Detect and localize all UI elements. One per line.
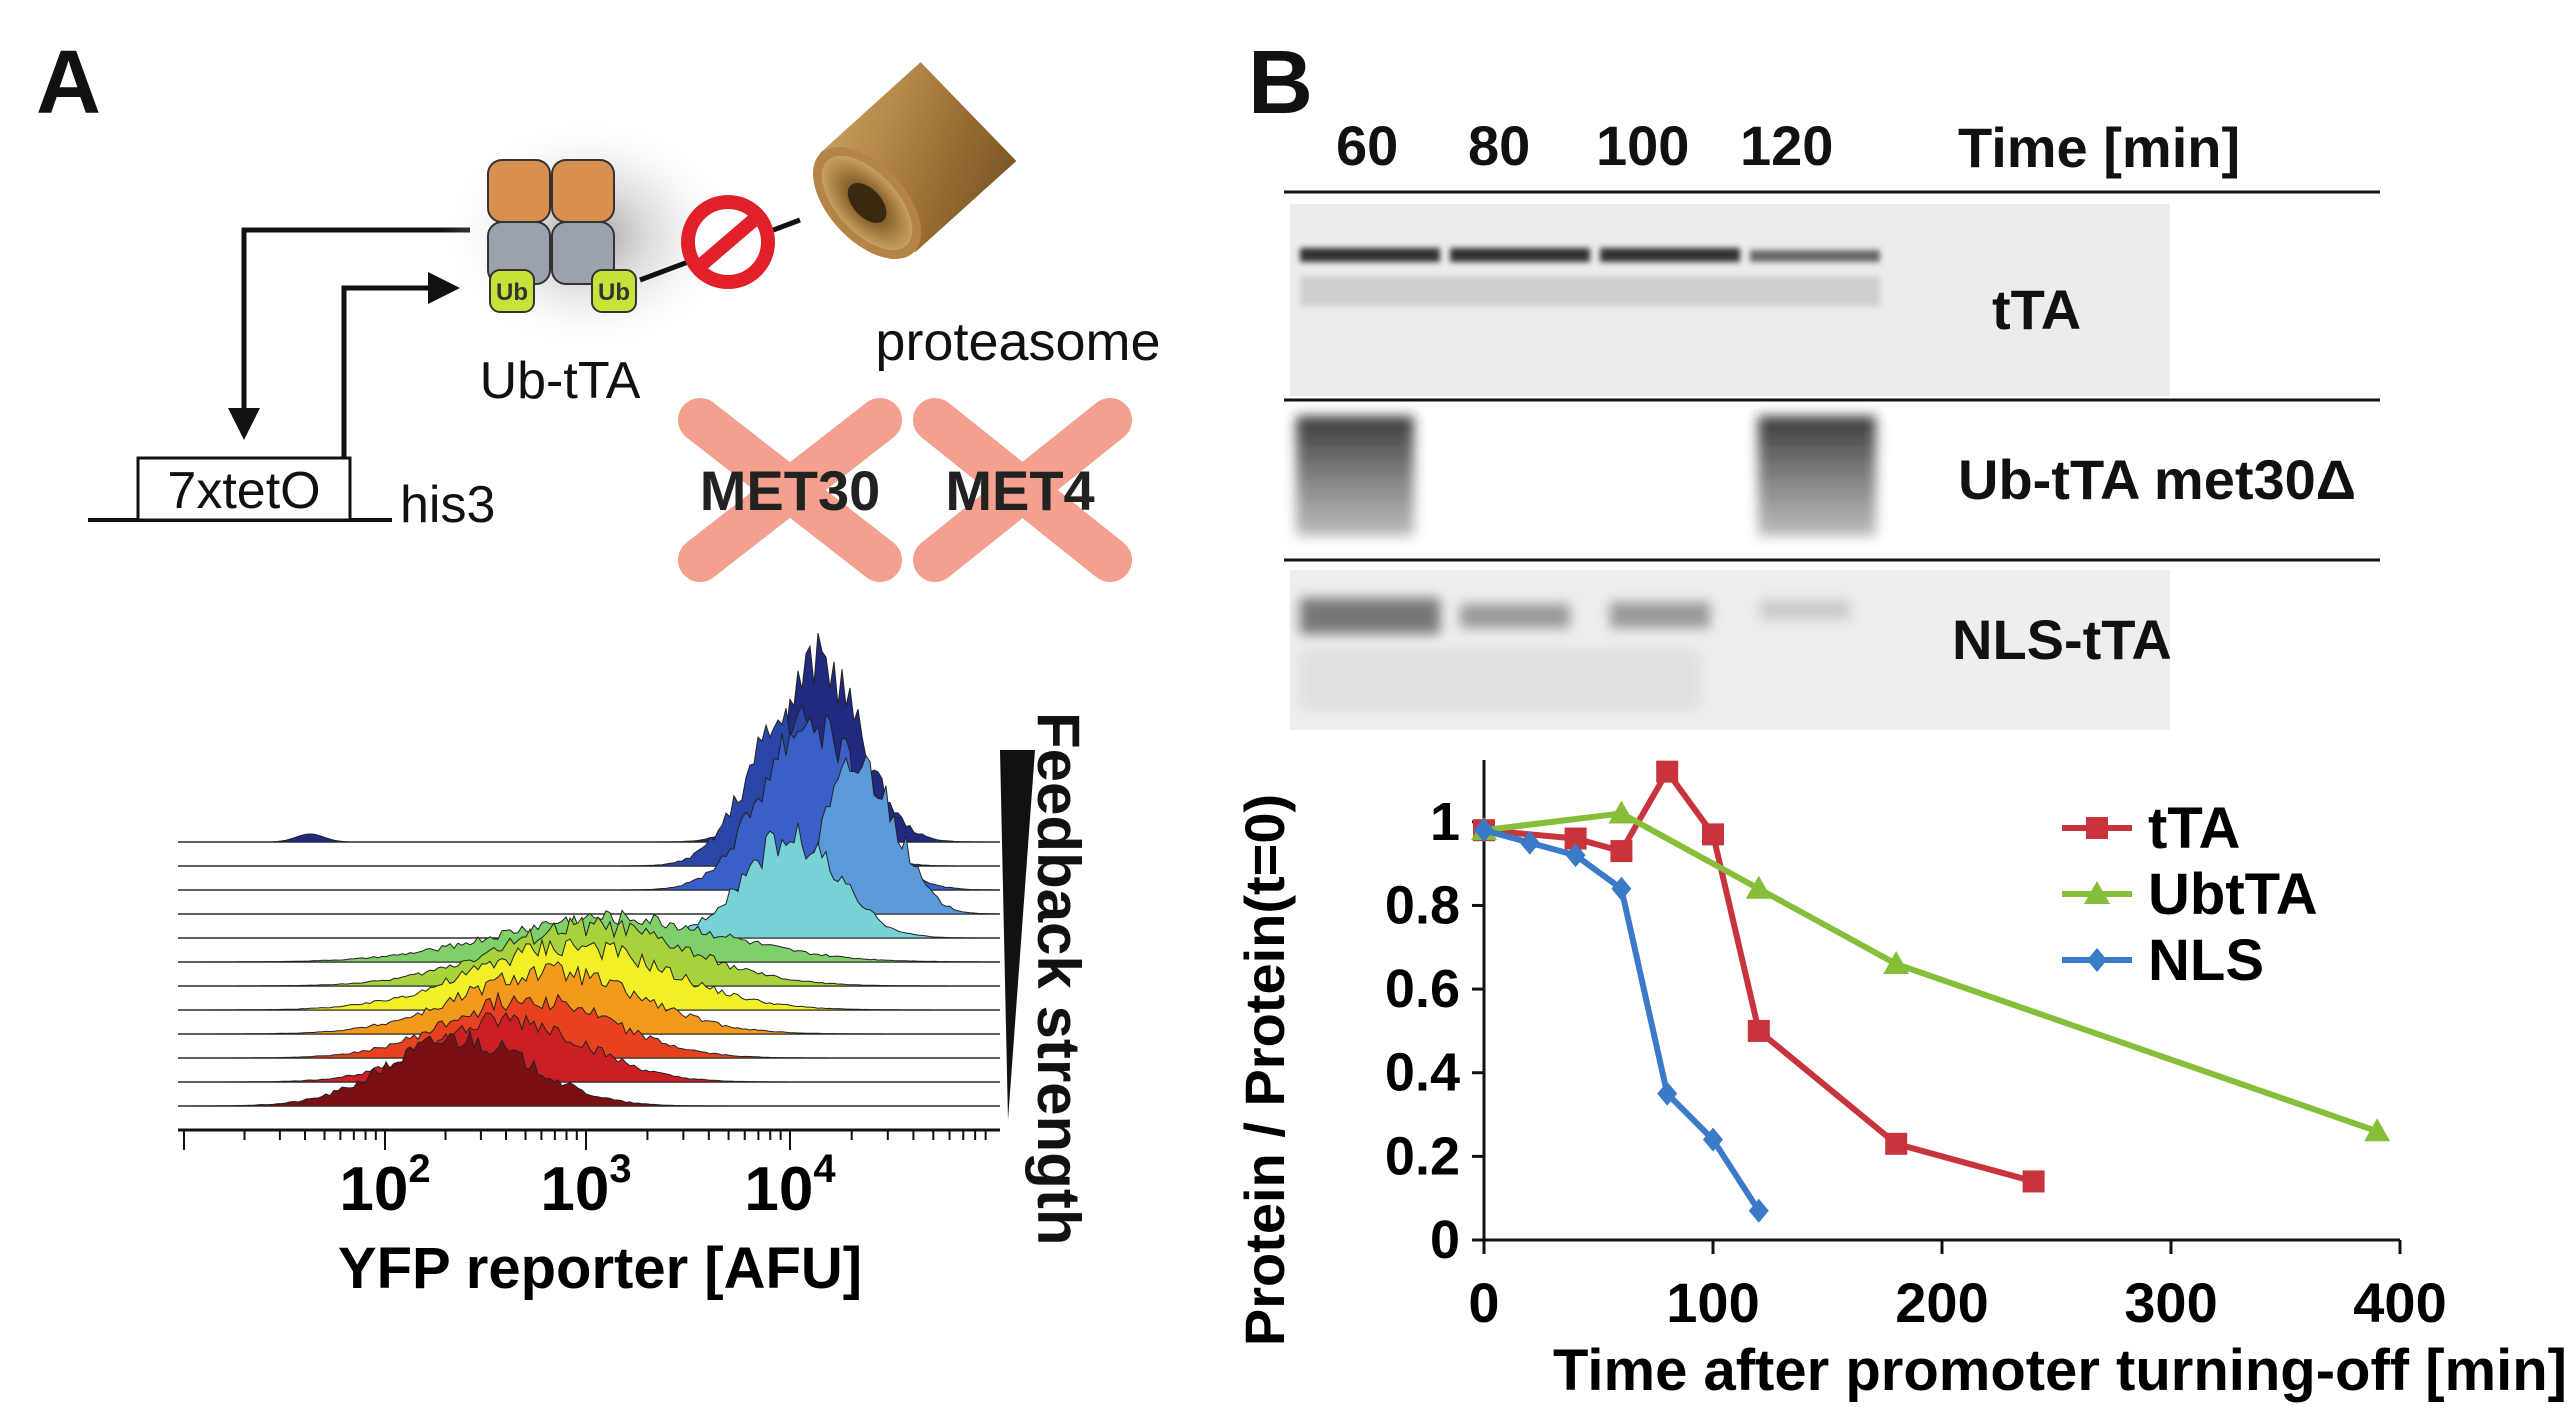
feedback-gradient-wedge — [1000, 750, 1035, 1120]
blot-band — [1750, 250, 1880, 262]
lane-label: 120 — [1740, 114, 1834, 177]
western-blot — [1284, 190, 2380, 730]
transcription-arrow — [341, 285, 440, 458]
chart-x-label: Time after promoter turning-off [min] — [1553, 1338, 2567, 1403]
chart-point — [1474, 818, 1494, 843]
histogram-tick-1e3: 103 — [540, 1147, 631, 1224]
histogram-curve — [178, 754, 1001, 915]
chart-y-tick-label: 0.6 — [1385, 959, 1460, 1019]
chart-point — [2086, 817, 2108, 839]
transcription-arrowhead — [428, 272, 460, 304]
chart-y-tick-label: 0.8 — [1385, 875, 1460, 935]
chart-point — [1656, 760, 1679, 783]
chart-x-tick-label: 0 — [1468, 1271, 1499, 1334]
met4-knockout — [913, 398, 1132, 582]
histogram-curve — [178, 991, 1000, 1059]
lane-label: 60 — [1336, 114, 1399, 177]
chart-x-tick-label: 200 — [1895, 1271, 1988, 1334]
chart-point — [1883, 951, 1910, 974]
ub-tag — [591, 269, 637, 313]
subunit — [551, 159, 615, 223]
chart-point — [1564, 827, 1587, 850]
inhibition-icon-bar — [695, 212, 761, 272]
chart-y-tick-label: 0.4 — [1385, 1043, 1460, 1103]
chart-point — [1747, 1019, 1770, 1042]
gene-circuit-schematic: Ub Ub MET30 MET4 7xtetO his3 Ub-tTA prot… — [88, 62, 1161, 582]
histogram-tick-1e2: 102 — [339, 1147, 430, 1224]
knockout-label-met4: MET4 — [945, 459, 1094, 522]
ub-tag-label: Ub — [598, 279, 630, 306]
chart-point — [2022, 1170, 2045, 1193]
chart-point — [1748, 1198, 1769, 1223]
promoter-box — [136, 456, 352, 522]
proteasome-icon — [812, 62, 1017, 260]
chart-point — [1657, 1081, 1678, 1106]
chart-point — [2087, 948, 2107, 972]
panel-a-letter: A — [36, 33, 101, 133]
blot-band — [1758, 416, 1876, 536]
yfp-histogram-stack: 102 103 104 YFP reporter [AFU] — [178, 632, 1035, 1301]
complex-label: Ub-tTA — [480, 352, 641, 410]
proteasome-label: proteasome — [875, 312, 1160, 372]
chart-y-label: Protein / Protein(t=0) — [1233, 794, 1296, 1346]
feedback-arrow — [241, 227, 470, 420]
blot-row-label-tta: tTA — [1992, 278, 2082, 341]
lane-label: 80 — [1468, 114, 1531, 177]
panel-b-letter: B — [1248, 33, 1313, 133]
blot-band — [1600, 248, 1740, 262]
chart-x-tick-label: 100 — [1666, 1271, 1759, 1334]
time-header: Time [min] — [1958, 116, 2241, 179]
chart-point — [1745, 875, 1772, 899]
blot-band — [1300, 598, 1440, 634]
chart-point — [2364, 1118, 2391, 1142]
histogram-curve — [178, 961, 1000, 1035]
blot-band — [1450, 248, 1590, 262]
met30-knockout — [678, 398, 902, 582]
blot-band — [1296, 416, 1414, 536]
legend-label: UbtTA — [2148, 862, 2318, 927]
ub-tag-label: Ub — [496, 279, 528, 306]
chart-point — [1702, 823, 1724, 846]
chart-point — [1610, 840, 1633, 863]
histogram-x-label: YFP reporter [AFU] — [338, 1236, 862, 1301]
chart-y-tick-label: 0.2 — [1385, 1126, 1460, 1186]
blot-row-label-nls: NLS-tTA — [1952, 608, 2172, 671]
chart-point — [1611, 876, 1632, 901]
chart-y-tick-label: 0 — [1430, 1210, 1460, 1270]
ub-tag — [489, 269, 535, 313]
histogram-curve — [178, 938, 1000, 1011]
knockout-label-met30: MET30 — [700, 459, 881, 522]
chart-y-tick-label: 1 — [1430, 792, 1460, 852]
chart-point — [1519, 830, 1540, 855]
promoter-label: 7xtetO — [167, 462, 320, 520]
lane-label: 100 — [1596, 114, 1690, 177]
histogram-tick-1e4: 104 — [744, 1147, 836, 1224]
chart-point — [1608, 800, 1635, 824]
chart-point — [1885, 1132, 1908, 1155]
gene-label: his3 — [400, 476, 495, 534]
feedback-arrowhead — [228, 408, 260, 440]
chart-x-tick-label: 300 — [2124, 1271, 2217, 1334]
chart-point — [1565, 843, 1586, 868]
histogram-curve — [178, 1011, 1000, 1083]
legend-label: tTA — [2148, 796, 2240, 861]
chart-point — [1703, 1127, 1723, 1152]
chart-point — [2084, 881, 2110, 904]
feedback-strength-label: Feedback strength — [1025, 712, 1092, 1246]
blot-band — [1760, 600, 1850, 620]
blot-band — [1610, 602, 1710, 628]
histogram-curve — [178, 1029, 1000, 1107]
blot-row-label-ubtta: Ub-tTA met30Δ — [1958, 448, 2357, 511]
subunit — [551, 221, 615, 285]
subunit — [487, 159, 551, 223]
chart-x-tick-label: 400 — [2353, 1271, 2446, 1334]
blot-band — [1460, 604, 1570, 628]
blot-band — [1300, 248, 1440, 262]
legend-label: NLS — [2148, 928, 2264, 993]
